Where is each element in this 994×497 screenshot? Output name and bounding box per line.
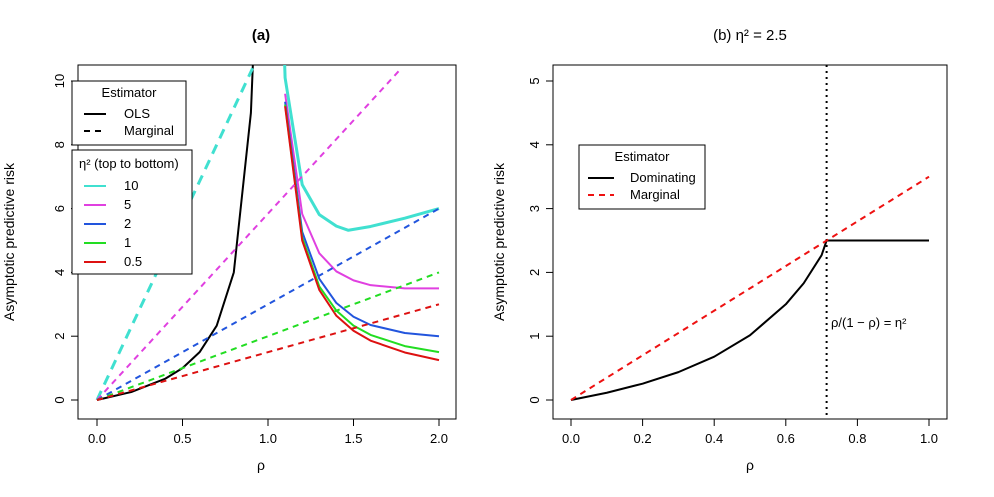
legend-title: Estimator [102, 85, 158, 100]
x-tick-label: 1.5 [344, 431, 362, 446]
legend-label: Dominating [630, 170, 696, 185]
y-tick-label: 4 [527, 141, 542, 148]
panel-b-annotation: ρ/(1 − ρ) = η² [831, 315, 907, 330]
y-tick-label: 0 [52, 396, 67, 403]
series-line [284, 101, 440, 338]
x-tick-label: 0.4 [705, 431, 723, 446]
y-tick-label: 6 [52, 205, 67, 212]
legend-title: η² (top to bottom) [79, 156, 179, 171]
panel-b: (b) η² = 2.5 0.0 0.2 0.4 0.6 0.8 1.0 0 1 2 3 4 5 ρ… [491, 27, 948, 473]
panel-b-series [570, 65, 930, 419]
y-tick-label: 2 [52, 333, 67, 340]
legend-label: OLS [124, 106, 150, 121]
x-tick-label: 0.8 [848, 431, 866, 446]
x-tick-label: 2.0 [430, 431, 448, 446]
panel-a-x-axis: 0.0 0.5 1.0 1.5 2.0 [88, 419, 448, 446]
series-line [96, 271, 440, 401]
legend-label: 2 [124, 216, 131, 231]
legend-label: 0.5 [124, 254, 142, 269]
y-tick-label: 1 [527, 333, 542, 340]
series-line [570, 175, 930, 401]
y-tick-label: 4 [52, 269, 67, 276]
series-line [283, 65, 440, 232]
legend-label: Marginal [124, 123, 174, 138]
series-line [96, 67, 403, 401]
panel-b-y-label: Asymptotic predictive risk [491, 162, 507, 321]
y-tick-label: 5 [527, 77, 542, 84]
panel-b-plot-box [552, 64, 948, 420]
legend-title: Estimator [615, 149, 671, 164]
x-tick-label: 0.0 [88, 431, 106, 446]
x-tick-label: 0.6 [777, 431, 795, 446]
panel-a: (a) 0.0 0.5 1.0 1.5 2.0 0 2 4 6 8 10 ρ Asymptotic… [1, 27, 457, 473]
legend-label: Marginal [630, 187, 680, 202]
x-tick-label: 1.0 [259, 431, 277, 446]
x-tick-label: 0.0 [562, 431, 580, 446]
panel-a-series [95, 65, 440, 401]
y-tick-label: 2 [527, 269, 542, 276]
legend-box [71, 149, 193, 275]
x-tick-label: 0.2 [634, 431, 652, 446]
series-line [570, 239, 929, 401]
panel-b-x-axis: 0.0 0.2 0.4 0.6 0.8 1.0 [562, 419, 938, 446]
panel-b-title: (b) η² = 2.5 [713, 27, 787, 44]
legend-label: 5 [124, 197, 131, 212]
x-tick-label: 1.0 [920, 431, 938, 446]
panel-b-legend: Estimator Dominating Marginal [578, 144, 706, 210]
panel-a-legend-eta: η² (top to bottom) 10 5 2 1 0.5 [71, 149, 193, 275]
panel-a-y-label: Asymptotic predictive risk [1, 162, 17, 321]
x-tick-label: 0.5 [173, 431, 191, 446]
panel-a-x-label: ρ [257, 457, 265, 473]
y-tick-label: 0 [527, 396, 542, 403]
legend-label: 10 [124, 178, 138, 193]
y-tick-label: 10 [52, 74, 67, 88]
panel-b-x-label: ρ [746, 457, 754, 473]
panel-a-legend-estimator: Estimator OLS Marginal [71, 80, 187, 146]
series-line [284, 106, 440, 362]
y-tick-label: 3 [527, 205, 542, 212]
series-line [96, 303, 440, 401]
panel-a-title: (a) [252, 27, 270, 44]
y-tick-label: 8 [52, 141, 67, 148]
legend-label: 1 [124, 235, 131, 250]
panel-b-y-axis: 0 1 2 3 4 5 [527, 77, 553, 404]
